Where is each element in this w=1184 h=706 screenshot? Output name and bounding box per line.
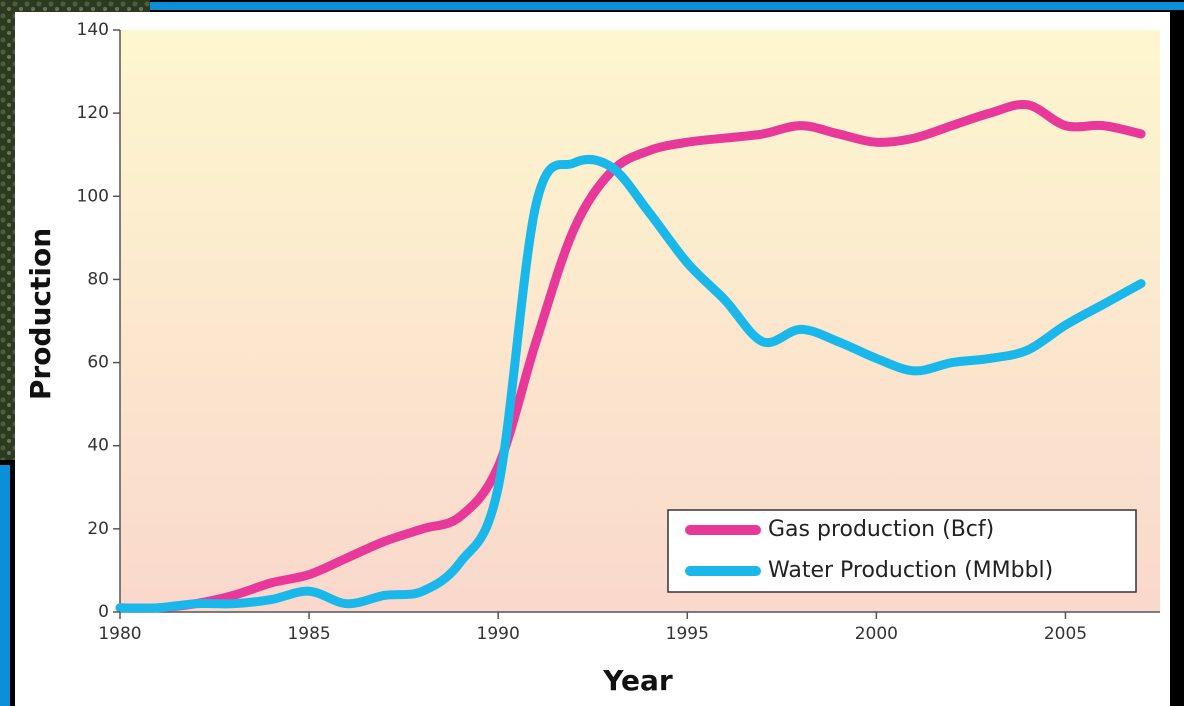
frame-bar [0,465,10,706]
x-tick-label: 1995 [666,624,709,644]
legend-label: Gas production (Bcf) [768,517,994,542]
y-tick-label: 0 [98,602,109,622]
y-tick-label: 20 [87,519,109,539]
x-tick-label: 1990 [477,624,520,644]
x-tick-label: 1980 [98,624,141,644]
x-tick-label: 2000 [855,624,898,644]
y-tick-label: 120 [77,103,109,123]
y-tick-label: 80 [87,269,109,289]
y-tick-label: 140 [77,20,109,40]
y-tick-label: 100 [77,186,109,206]
y-tick-label: 60 [87,353,109,373]
page: {"chart_data": { "type": "line", "x_labe… [0,0,1184,706]
chart: Year Production 0 20 40 60 80 100 120 140 1980 19… [0,0,1184,706]
x-axis-title: Year [602,664,673,697]
frame-bar [150,2,1184,10]
legend-label: Water Production (MMbbl) [768,558,1053,583]
y-tick-label: 40 [87,436,109,456]
y-axis-title: Production [24,228,57,400]
x-tick-label: 1985 [287,624,330,644]
x-tick-label: 2005 [1044,624,1087,644]
